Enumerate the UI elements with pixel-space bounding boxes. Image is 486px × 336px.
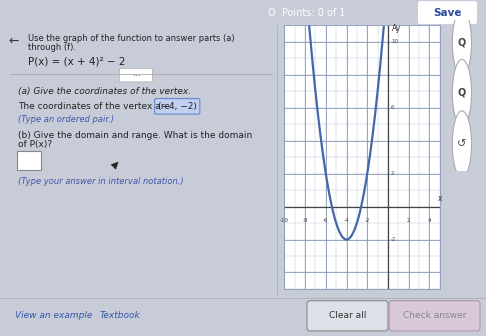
Text: -4: -4: [344, 218, 349, 223]
Text: (Type your answer in interval notation.): (Type your answer in interval notation.): [18, 177, 184, 186]
Text: -8: -8: [302, 218, 308, 223]
FancyBboxPatch shape: [418, 1, 477, 24]
Text: 10: 10: [391, 39, 398, 44]
Text: of P(x)?: of P(x)?: [18, 140, 52, 149]
Text: ⋯: ⋯: [132, 71, 139, 80]
Text: Q: Q: [458, 38, 466, 48]
Text: 2: 2: [391, 171, 395, 176]
Text: O  Points: 0 of 1: O Points: 0 of 1: [268, 8, 346, 17]
Text: P(x) = (x + 4)² − 2: P(x) = (x + 4)² − 2: [28, 56, 126, 67]
Text: Textbook: Textbook: [100, 311, 141, 320]
FancyBboxPatch shape: [155, 98, 200, 114]
Text: -6: -6: [323, 218, 329, 223]
Text: Use the graph of the function to answer parts (a): Use the graph of the function to answer …: [28, 34, 235, 43]
Text: ↺: ↺: [457, 139, 467, 149]
Text: through (f).: through (f).: [28, 43, 76, 51]
Text: Ay: Ay: [392, 24, 401, 33]
Text: -10: -10: [280, 218, 289, 223]
Text: The coordinates of the vertex are: The coordinates of the vertex are: [18, 102, 173, 111]
Circle shape: [452, 111, 471, 177]
Text: -2: -2: [364, 218, 370, 223]
Text: 2: 2: [407, 218, 411, 223]
Text: (a) Give the coordinates of the vertex.: (a) Give the coordinates of the vertex.: [18, 87, 191, 96]
Text: 6: 6: [391, 105, 395, 110]
Text: Clear all: Clear all: [330, 311, 367, 320]
Text: -2: -2: [391, 237, 397, 242]
Text: x: x: [437, 194, 442, 203]
Circle shape: [452, 59, 471, 126]
Text: (−4, −2): (−4, −2): [158, 102, 197, 111]
Circle shape: [452, 10, 471, 76]
FancyBboxPatch shape: [119, 68, 153, 82]
FancyBboxPatch shape: [389, 301, 480, 331]
FancyBboxPatch shape: [17, 151, 41, 170]
FancyBboxPatch shape: [307, 301, 388, 331]
Text: (b) Give the domain and range. What is the domain: (b) Give the domain and range. What is t…: [18, 131, 252, 140]
Text: ▲: ▲: [109, 157, 122, 170]
Text: Q: Q: [458, 88, 466, 98]
Text: Check answer: Check answer: [403, 311, 467, 320]
Text: ←: ←: [8, 34, 18, 47]
Text: 4: 4: [428, 218, 431, 223]
Text: (Type an ordered pair.): (Type an ordered pair.): [18, 115, 114, 124]
Text: View an example: View an example: [15, 311, 92, 320]
Text: Save: Save: [433, 8, 461, 17]
